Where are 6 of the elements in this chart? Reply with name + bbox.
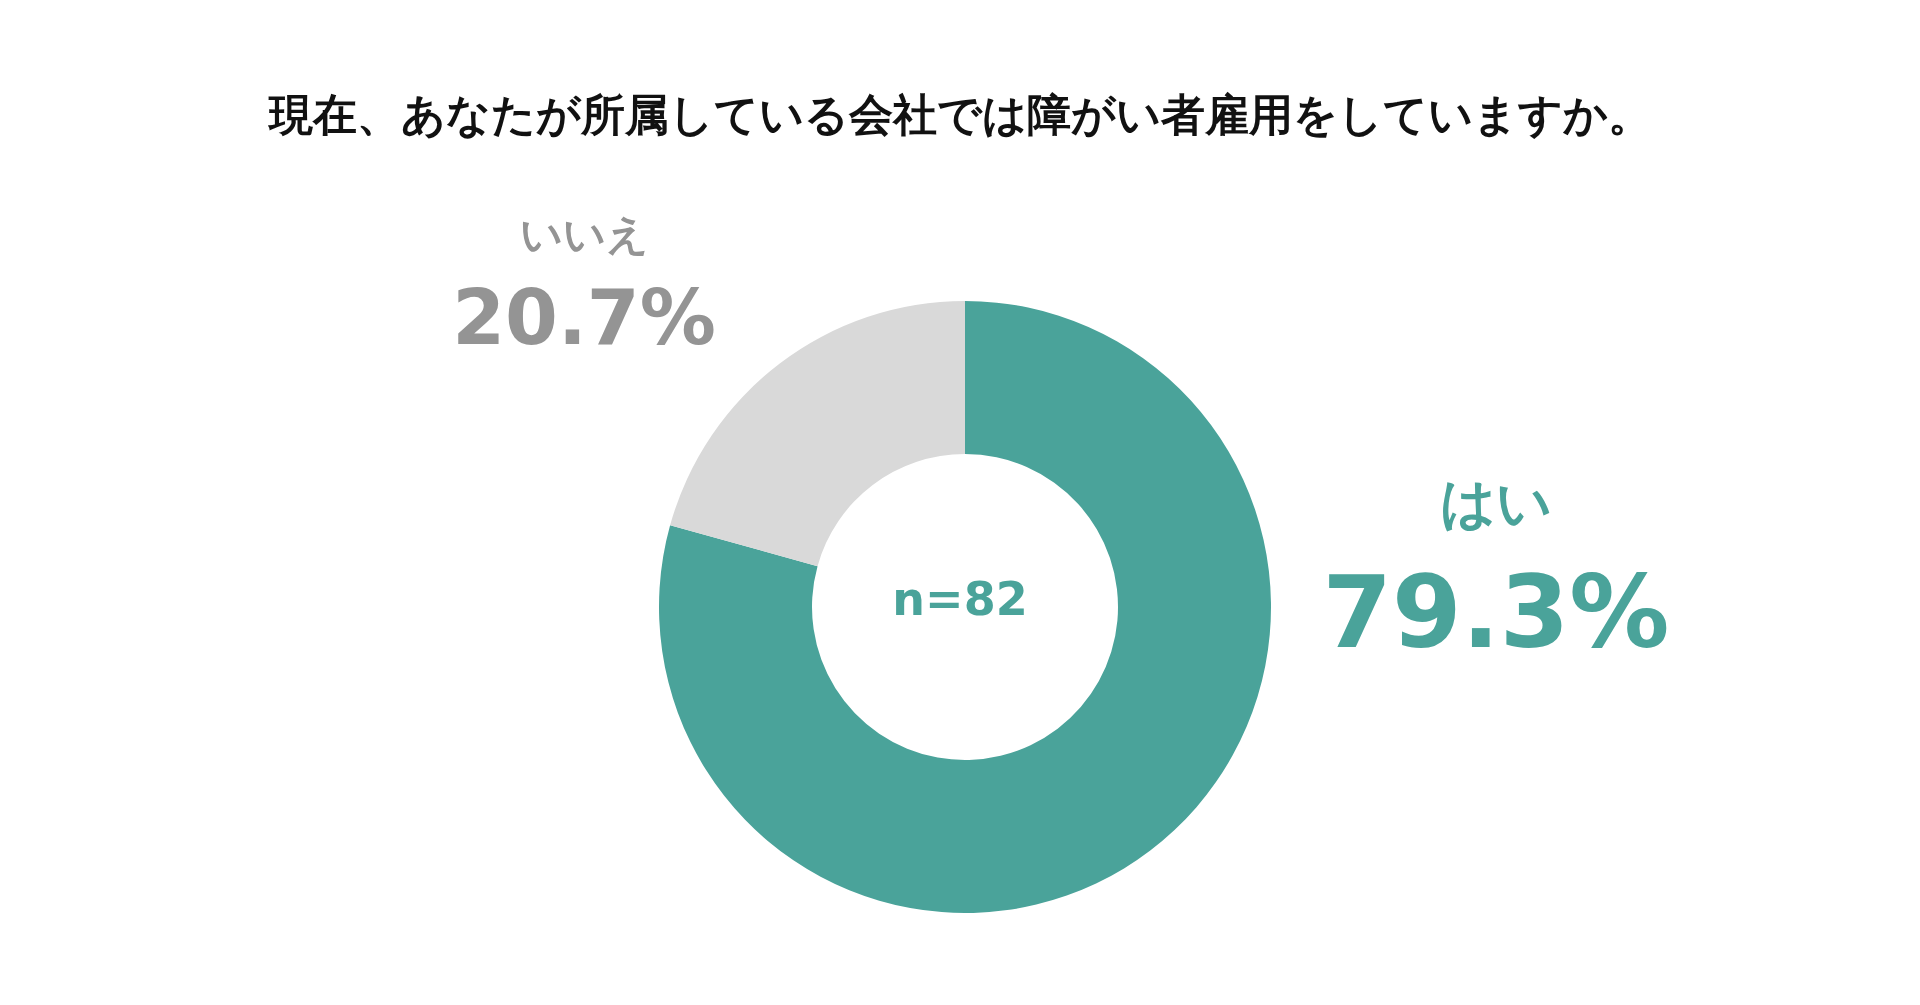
slice-label: はい — [1440, 471, 1552, 535]
data-label: 20.7% — [452, 272, 716, 362]
text: n=82 — [891, 572, 1029, 626]
data-label: 79.3% — [1322, 554, 1670, 671]
chart-title: 現在、あなたが所属している会社では障がい者雇用をしていますか。 — [267, 88, 1653, 142]
slice-label: いいえ — [519, 209, 649, 259]
